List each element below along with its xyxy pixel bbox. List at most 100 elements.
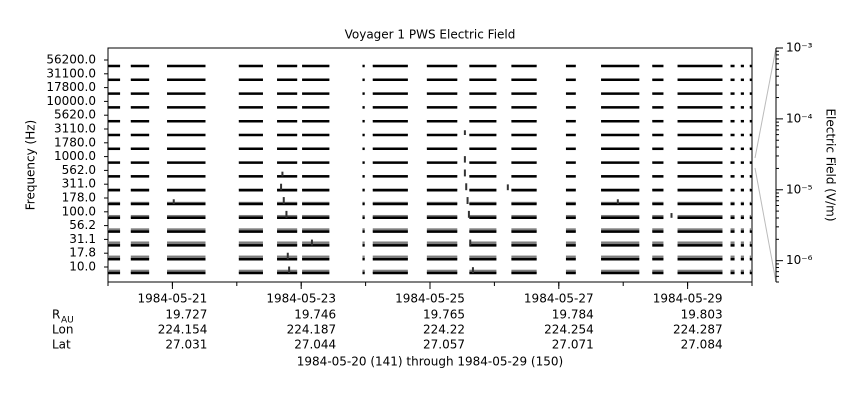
ephemeris-value: 27.057 [423,338,465,352]
ephemeris-label: Lon [52,323,73,337]
background-band [277,269,298,274]
background-band [362,241,365,246]
background-band [601,214,640,218]
y-tick-label: 31100.0 [46,66,96,80]
background-band [108,269,121,274]
background-band [372,255,408,260]
burst [465,183,468,191]
chart-title: Voyager 1 PWS Electric Field [345,28,516,42]
background-band [130,214,150,218]
burst [467,210,470,218]
background-band [426,269,458,274]
background-band [238,255,263,260]
background-band [469,241,497,246]
background-band [565,214,576,218]
background-band [167,269,206,274]
background-band [730,255,735,260]
y-tick-label: 562.0 [62,163,96,177]
y2-axis-label: Electric Field (V/m) [824,108,838,221]
ephemeris-value: 19.727 [165,308,207,322]
background-band [277,241,298,246]
y-tick-label: 178.0 [62,191,96,205]
background-band [565,241,576,246]
ephemeris-value: 27.084 [681,338,723,352]
y2-tick-label: 10⁻³ [786,41,813,55]
x-tick-label: 1984-05-21 [138,292,208,306]
y-tick-label: 3110.0 [54,122,96,136]
ephemeris-value: 19.746 [294,308,336,322]
ephemeris-value: 224.187 [287,323,337,337]
background-band [749,269,752,274]
ephemeris-value: 224.22 [423,323,465,337]
background-band [362,228,365,232]
background-band [108,214,121,218]
background-band [238,269,263,274]
background-band [469,214,497,218]
background-band [601,269,640,274]
background-band [372,214,408,218]
y-tick-label: 10.0 [69,260,96,274]
background-band [238,228,263,232]
burst [282,197,285,204]
background-band [362,255,365,260]
y-tick-label: 56.2 [69,218,96,232]
background-band [749,228,752,232]
background-band [469,269,497,274]
ephemeris-value: 27.031 [165,338,207,352]
background-band [108,228,121,232]
background-band [677,241,723,246]
background-band [730,241,735,246]
background-band [130,241,150,246]
ephemeris-subscript: AU [61,316,74,326]
background-band [677,269,723,274]
background-band [677,228,723,232]
y2-tick-label: 10⁻⁶ [786,253,813,267]
background-band [740,255,744,260]
background-band [302,214,330,218]
background-band [730,214,735,218]
background-band [565,228,576,232]
burst [670,213,673,218]
background-band [677,255,723,260]
background-band [372,269,408,274]
burst [288,266,291,273]
background-band [130,269,150,274]
background-band [652,255,664,260]
y2-tick-label: 10⁻⁵ [786,182,813,196]
footer: 1984-05-20 (141) through 1984-05-29 (150… [297,355,563,369]
background-band [362,269,365,274]
background-band [372,228,408,232]
x-tick-label: 1984-05-29 [653,292,723,306]
ephemeris-label: R [52,308,60,322]
background-band [238,241,263,246]
background-band [652,214,664,218]
background-band [238,214,263,218]
background-band [749,241,752,246]
background-band [740,228,744,232]
ephemeris-value: 224.254 [544,323,594,337]
ephemeris-value: 224.287 [673,323,723,337]
y2-tick-label: 10⁻⁴ [786,111,813,125]
background-band [426,255,458,260]
y-tick-label: 1000.0 [54,149,96,163]
background-band [108,241,121,246]
background-band [652,269,664,274]
burst [469,239,472,246]
burst [463,169,466,177]
background-band [730,228,735,232]
background-band [167,255,206,260]
background-band [130,255,150,260]
y-tick-label: 17.8 [69,246,96,260]
background-band [749,214,752,218]
plot-frame [107,47,753,283]
ephemeris-label: Lat [52,338,71,352]
background-band [426,228,458,232]
background-band [302,255,330,260]
y-tick-label: 56200.0 [46,53,96,67]
background-band [740,214,744,218]
burst [463,130,466,135]
x-tick-label: 1984-05-25 [395,292,465,306]
y-tick-label: 311.0 [62,177,96,191]
ephemeris-value: 19.784 [552,308,594,322]
y-tick-label: 100.0 [62,204,96,218]
